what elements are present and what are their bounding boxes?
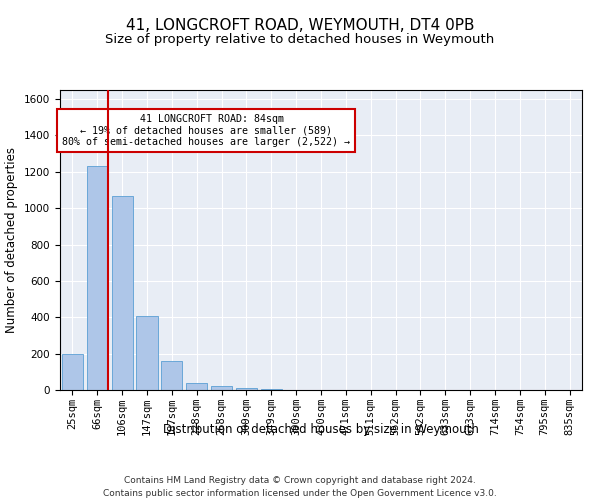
Text: 41 LONGCROFT ROAD: 84sqm
← 19% of detached houses are smaller (589)
80% of semi-: 41 LONGCROFT ROAD: 84sqm ← 19% of detach… <box>62 114 350 147</box>
Bar <box>112 196 133 390</box>
Bar <box>236 388 257 390</box>
Bar <box>62 354 83 390</box>
Bar <box>186 382 207 390</box>
Text: Contains HM Land Registry data © Crown copyright and database right 2024.
Contai: Contains HM Land Registry data © Crown c… <box>103 476 497 498</box>
Bar <box>87 166 108 390</box>
Bar <box>211 386 232 390</box>
Bar <box>136 316 158 390</box>
Text: 41, LONGCROFT ROAD, WEYMOUTH, DT4 0PB: 41, LONGCROFT ROAD, WEYMOUTH, DT4 0PB <box>126 18 474 32</box>
Bar <box>161 361 182 390</box>
Text: Distribution of detached houses by size in Weymouth: Distribution of detached houses by size … <box>163 422 479 436</box>
Bar <box>261 388 282 390</box>
Text: Size of property relative to detached houses in Weymouth: Size of property relative to detached ho… <box>106 32 494 46</box>
Y-axis label: Number of detached properties: Number of detached properties <box>5 147 19 333</box>
